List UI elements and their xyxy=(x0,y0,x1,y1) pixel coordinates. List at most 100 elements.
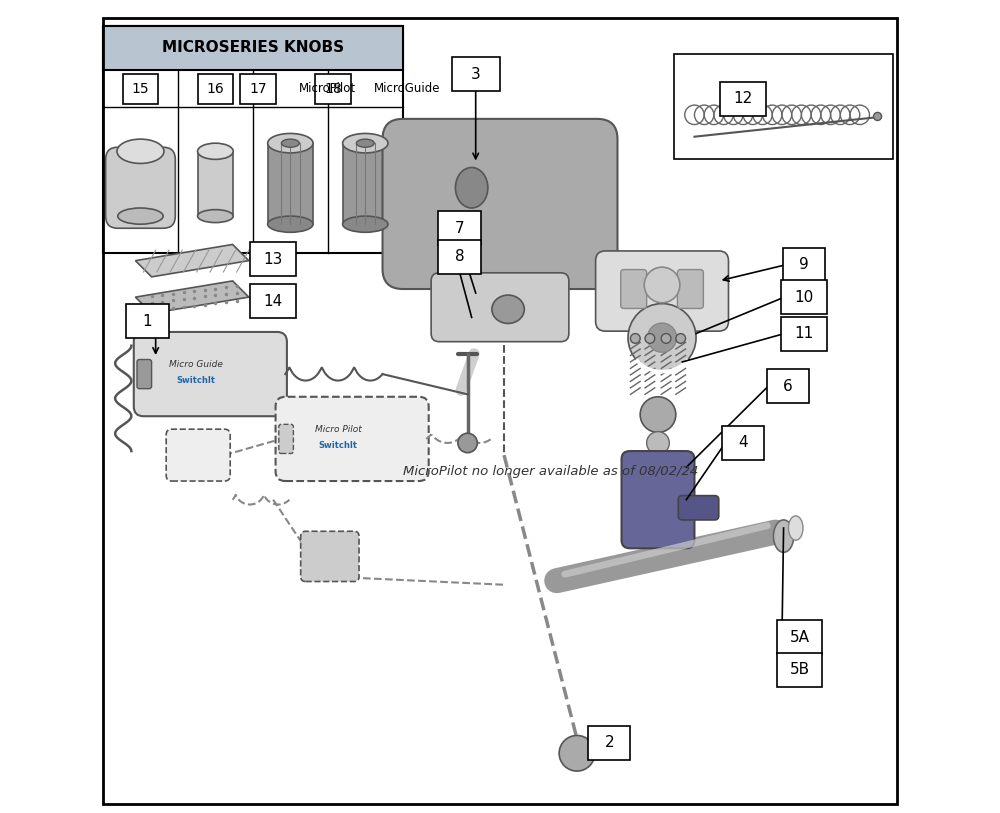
Text: MICROSERIES KNOBS: MICROSERIES KNOBS xyxy=(162,41,344,55)
Text: 4: 4 xyxy=(738,436,748,450)
Circle shape xyxy=(874,112,882,120)
FancyBboxPatch shape xyxy=(588,726,630,760)
Circle shape xyxy=(628,303,696,372)
Ellipse shape xyxy=(343,216,388,233)
Text: 11: 11 xyxy=(794,326,813,341)
FancyBboxPatch shape xyxy=(383,119,617,289)
Text: 1: 1 xyxy=(143,314,152,329)
Circle shape xyxy=(559,736,595,771)
FancyBboxPatch shape xyxy=(134,332,287,416)
Circle shape xyxy=(630,333,640,343)
Circle shape xyxy=(640,397,676,433)
Text: MicroPilot no longer available as of 08/02/24: MicroPilot no longer available as of 08/… xyxy=(403,465,698,478)
Text: 14: 14 xyxy=(264,293,283,309)
FancyBboxPatch shape xyxy=(343,143,388,224)
Text: 6: 6 xyxy=(783,379,793,393)
FancyBboxPatch shape xyxy=(279,424,293,454)
FancyBboxPatch shape xyxy=(137,359,152,389)
FancyBboxPatch shape xyxy=(431,273,569,341)
Ellipse shape xyxy=(343,133,388,153)
Text: 15: 15 xyxy=(132,82,149,96)
Circle shape xyxy=(676,333,686,343)
FancyBboxPatch shape xyxy=(126,304,169,338)
Text: Micro Guide: Micro Guide xyxy=(169,360,223,369)
FancyBboxPatch shape xyxy=(781,316,827,350)
FancyBboxPatch shape xyxy=(301,531,359,581)
FancyBboxPatch shape xyxy=(250,242,296,276)
Text: Micro Pilot: Micro Pilot xyxy=(315,424,361,433)
FancyBboxPatch shape xyxy=(268,143,313,224)
Ellipse shape xyxy=(198,210,233,223)
FancyBboxPatch shape xyxy=(166,429,230,481)
FancyBboxPatch shape xyxy=(720,81,766,115)
Ellipse shape xyxy=(281,139,299,147)
Text: 7: 7 xyxy=(455,221,464,236)
Text: 2: 2 xyxy=(605,735,614,750)
Ellipse shape xyxy=(117,139,164,163)
Line: 2 pts: 2 pts xyxy=(565,525,767,574)
Text: 5A: 5A xyxy=(790,630,810,645)
Point xyxy=(761,520,773,530)
Ellipse shape xyxy=(455,167,488,208)
Ellipse shape xyxy=(268,133,313,153)
FancyBboxPatch shape xyxy=(781,280,827,314)
Point xyxy=(551,576,563,585)
FancyBboxPatch shape xyxy=(596,251,728,331)
FancyBboxPatch shape xyxy=(240,74,276,104)
Circle shape xyxy=(647,323,677,352)
Ellipse shape xyxy=(118,208,163,224)
FancyBboxPatch shape xyxy=(777,620,822,654)
FancyBboxPatch shape xyxy=(783,248,825,282)
Text: 3: 3 xyxy=(471,67,481,82)
FancyBboxPatch shape xyxy=(198,151,233,216)
FancyBboxPatch shape xyxy=(276,397,429,481)
Ellipse shape xyxy=(788,516,803,540)
Line: 2 pts: 2 pts xyxy=(557,532,775,580)
FancyBboxPatch shape xyxy=(438,240,481,274)
Text: 5B: 5B xyxy=(790,663,810,677)
Text: 18: 18 xyxy=(324,82,342,96)
Text: MicroPilot: MicroPilot xyxy=(298,82,356,95)
Circle shape xyxy=(647,432,669,454)
Point xyxy=(769,527,781,537)
Text: 9: 9 xyxy=(799,257,809,272)
Text: 16: 16 xyxy=(207,82,224,96)
Text: 17: 17 xyxy=(249,82,267,96)
FancyBboxPatch shape xyxy=(777,653,822,687)
FancyBboxPatch shape xyxy=(103,26,403,253)
FancyBboxPatch shape xyxy=(123,74,158,104)
FancyBboxPatch shape xyxy=(722,426,764,460)
FancyBboxPatch shape xyxy=(438,211,481,246)
Ellipse shape xyxy=(356,139,374,147)
Text: MicroGuide: MicroGuide xyxy=(373,82,440,95)
Circle shape xyxy=(644,267,680,302)
Text: SwitchIt: SwitchIt xyxy=(177,376,216,385)
FancyBboxPatch shape xyxy=(452,57,500,91)
Ellipse shape xyxy=(268,216,313,233)
Text: 13: 13 xyxy=(263,251,283,267)
Circle shape xyxy=(645,333,655,343)
Ellipse shape xyxy=(198,143,233,159)
FancyBboxPatch shape xyxy=(678,496,719,520)
Ellipse shape xyxy=(773,520,794,552)
Text: 8: 8 xyxy=(455,249,464,264)
Text: SwitchIt: SwitchIt xyxy=(318,441,357,450)
FancyBboxPatch shape xyxy=(103,26,403,70)
Ellipse shape xyxy=(492,295,524,324)
Text: 12: 12 xyxy=(733,91,753,107)
Polygon shape xyxy=(135,281,249,313)
FancyBboxPatch shape xyxy=(315,74,351,104)
FancyBboxPatch shape xyxy=(198,74,233,104)
Circle shape xyxy=(458,433,477,453)
FancyBboxPatch shape xyxy=(677,270,703,308)
FancyBboxPatch shape xyxy=(621,270,647,308)
Polygon shape xyxy=(135,245,249,277)
FancyBboxPatch shape xyxy=(767,369,809,403)
FancyBboxPatch shape xyxy=(106,147,175,228)
Text: 10: 10 xyxy=(794,289,813,305)
Bar xyxy=(103,26,403,70)
FancyBboxPatch shape xyxy=(622,451,694,548)
Point xyxy=(559,569,571,579)
Circle shape xyxy=(661,333,671,343)
FancyBboxPatch shape xyxy=(674,54,893,159)
